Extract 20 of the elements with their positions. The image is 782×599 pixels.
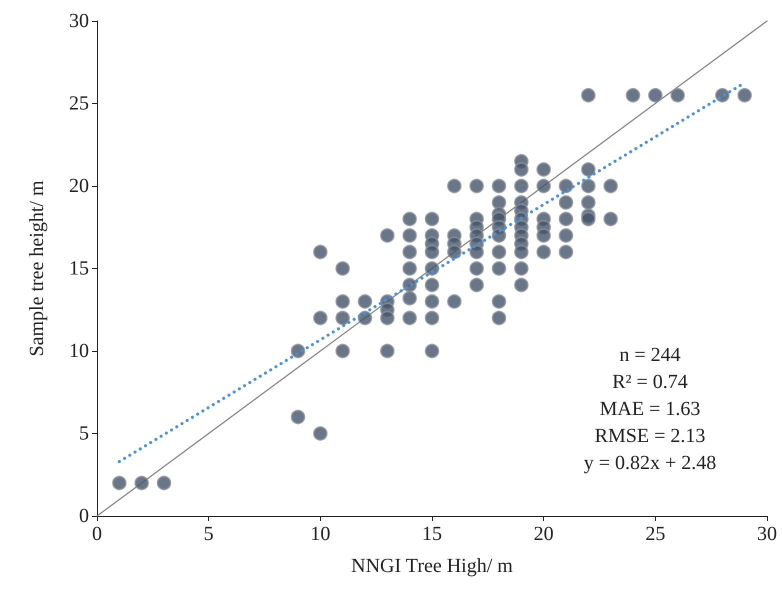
x-tick-label: 30 <box>757 523 777 545</box>
x-tick-label: 20 <box>534 523 554 545</box>
annotation: n = 244 <box>619 344 681 366</box>
x-tick-label: 25 <box>645 523 666 545</box>
x-axis-title: NNGI Tree High/ m <box>351 555 514 577</box>
x-tick-label: 10 <box>310 523 330 545</box>
y-tick-label: 10 <box>69 340 89 362</box>
y-tick-label: 25 <box>69 92 89 114</box>
annotation: MAE = 1.63 <box>600 398 700 420</box>
y-tick-label: 20 <box>69 175 89 197</box>
y-tick-label: 0 <box>79 505 89 527</box>
y-tick-label: 15 <box>69 258 89 280</box>
annotation: R² = 0.74 <box>612 371 688 393</box>
annotation: y = 0.82x + 2.48 <box>584 452 716 474</box>
y-tick-label: 30 <box>69 10 89 32</box>
annotation: RMSE = 2.13 <box>594 425 706 447</box>
y-axis-title: Sample tree height/ m <box>26 180 48 357</box>
y-tick-label: 5 <box>79 422 89 444</box>
x-tick-label: 15 <box>422 523 442 545</box>
x-tick-label: 5 <box>204 523 214 545</box>
